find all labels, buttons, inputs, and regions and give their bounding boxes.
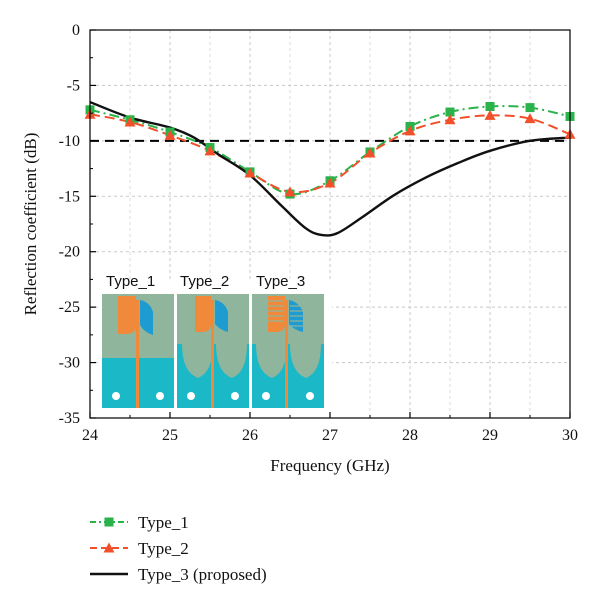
legend-label-1: Type_1	[138, 513, 189, 532]
inset-label-type-3: Type_3	[256, 273, 305, 290]
series-1-point	[485, 101, 495, 111]
x-tick-label: 30	[562, 427, 578, 444]
legend: Type_1 Type_2 Type_3 (proposed)	[90, 513, 267, 584]
x-tick-label: 24	[82, 427, 98, 444]
series-1-point	[445, 107, 455, 117]
series-2-point	[444, 114, 456, 125]
y-axis-title: Reflection coefficient (dB)	[21, 133, 40, 316]
x-tick-label: 27	[322, 427, 338, 444]
y-tick-label: -35	[59, 410, 80, 427]
series-line-3	[89, 100, 571, 237]
inset-label-type-1: Type_1	[106, 273, 155, 290]
x-tick-label: 29	[482, 427, 498, 444]
series-2-point	[404, 125, 416, 136]
y-tick-label: -10	[59, 133, 80, 150]
series-2-point	[484, 109, 496, 120]
x-tick-label: 26	[242, 427, 258, 444]
antenna-type-3-image	[252, 294, 324, 408]
series-2-point	[244, 167, 256, 178]
antenna-inset: Type_1 Type_2 Type_3	[98, 273, 332, 414]
series-2-point	[364, 147, 376, 158]
series-1-point	[525, 103, 535, 113]
series-2-point	[124, 116, 136, 127]
series-2-point	[204, 145, 216, 156]
y-tick-label: -25	[59, 299, 80, 316]
antenna-type-2-image	[177, 294, 249, 408]
x-tick-label: 28	[402, 427, 418, 444]
x-tick-label: 25	[162, 427, 178, 444]
series-2-point	[524, 113, 536, 124]
y-tick-label: 0	[72, 22, 80, 39]
axis-ticks: 24 25 26 27 28 29 30 0 -5 -10 -15 -20 -25 -30 -35	[59, 22, 578, 444]
y-tick-label: -30	[59, 355, 80, 372]
legend-marker-2	[103, 542, 115, 553]
y-tick-label: -5	[67, 77, 80, 94]
legend-label-3: Type_3 (proposed)	[138, 565, 267, 584]
series-2-point	[164, 129, 176, 140]
series-2-point	[284, 186, 296, 197]
antenna-type-1-image	[102, 294, 174, 408]
y-tick-label: -15	[59, 188, 80, 205]
series-2-point	[324, 177, 336, 188]
y-tick-label: -20	[59, 244, 80, 261]
inset-label-type-2: Type_2	[180, 273, 229, 290]
legend-marker-1	[104, 517, 114, 527]
x-axis-title: Frequency (GHz)	[270, 456, 389, 475]
legend-label-2: Type_2	[138, 539, 189, 558]
